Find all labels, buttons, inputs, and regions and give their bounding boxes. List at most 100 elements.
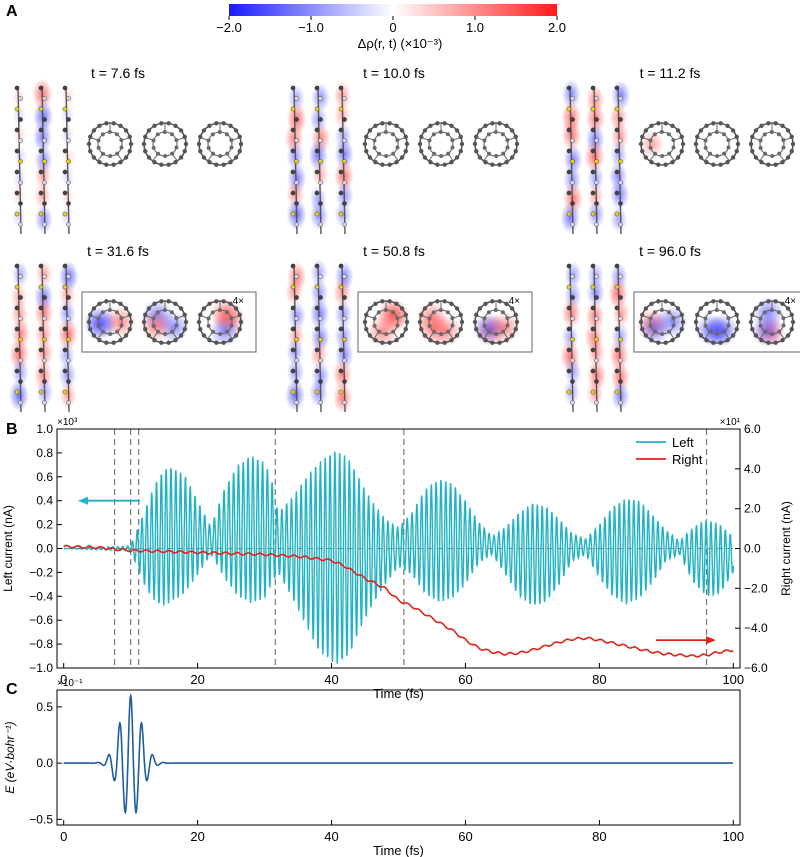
carbon-atom [780, 301, 785, 307]
wire-atom [594, 222, 599, 227]
wire-atom [614, 305, 620, 311]
carbon-atom [141, 141, 147, 147]
wire-atom [66, 222, 71, 227]
wire-atom [290, 190, 296, 196]
carbon-atom [151, 323, 156, 328]
carbon-atom [725, 159, 730, 165]
carbon-atom [750, 312, 755, 318]
wire-atom [566, 326, 572, 332]
carbon-atom [718, 340, 723, 345]
carbon-atom [704, 337, 709, 343]
wire-atom [318, 337, 323, 342]
carbon-atom [88, 148, 93, 154]
carbon-atom [643, 333, 649, 338]
snapshot-time-label: t = 7.6 fs [91, 65, 145, 81]
carbon-atom [88, 312, 93, 318]
density-blob [34, 204, 53, 234]
carbon-atom [237, 148, 242, 154]
wire-atom [290, 85, 296, 91]
x-tick-label: 40 [324, 672, 338, 687]
carbon-atom [422, 128, 428, 133]
carbon-atom [659, 130, 664, 135]
carbon-atom [497, 340, 502, 345]
carbon-atom [395, 316, 400, 321]
carbon-atom [156, 151, 161, 156]
carbon-atom [459, 319, 465, 325]
colorbar-tick-label: −2.0 [216, 20, 242, 35]
carbon-atom [152, 301, 157, 307]
carbon-atom [482, 323, 487, 328]
wire-atom [314, 305, 320, 311]
wire-atom [290, 347, 296, 353]
carbon-atom [210, 132, 215, 137]
carbon-atom [152, 337, 157, 343]
molecular-wire [560, 261, 582, 413]
wire-atom [18, 159, 23, 164]
wire-atom [570, 222, 575, 227]
wire-atom [314, 326, 320, 332]
carbon-atom [698, 155, 704, 160]
carbon-atom [173, 159, 178, 165]
carbon-atom [670, 337, 675, 343]
wire-atom [294, 316, 299, 321]
plot-frame [56, 689, 741, 826]
carbon-atom [486, 132, 491, 137]
carbon-atom [704, 159, 709, 165]
carbon-atom [151, 138, 156, 143]
wire-atom [618, 295, 623, 300]
carbon-atom [718, 162, 723, 167]
carbon-atom [711, 340, 716, 345]
carbon-atom [649, 301, 654, 307]
carbon-atom [789, 148, 794, 154]
carbon-atom [653, 151, 658, 156]
wire-atom [318, 295, 323, 300]
wire-atom [614, 347, 620, 353]
wire-atom [614, 106, 620, 112]
wire-atom [294, 274, 299, 279]
carbon-atom [725, 123, 730, 129]
carbon-atom [373, 301, 378, 307]
carbon-atom [159, 340, 164, 345]
carbon-atom [781, 145, 786, 150]
wire-atom [294, 295, 299, 300]
wire-atom [590, 169, 596, 175]
wire-atom [314, 368, 320, 374]
carbon-atom [785, 128, 791, 133]
carbon-atom [442, 299, 447, 304]
wire-atom [62, 169, 68, 175]
fullerene-molecule [141, 121, 189, 167]
wire-atom [342, 316, 347, 321]
carbon-atom [238, 319, 244, 325]
y-tick-label-left: 0.2 [36, 518, 53, 532]
carbon-atom [100, 310, 105, 315]
carbon-atom [714, 308, 719, 313]
wire-atom [62, 106, 68, 112]
carbon-atom [486, 310, 491, 315]
carbon-atom [211, 151, 216, 156]
carbon-atom [777, 329, 782, 334]
carbon-atom [711, 299, 716, 304]
fullerene-molecule [196, 297, 246, 347]
wire-atom [570, 295, 575, 300]
carbon-atom [640, 134, 645, 140]
carbon-atom [403, 148, 408, 154]
carbon-atom [174, 138, 179, 143]
carbon-atom [96, 316, 101, 321]
carbon-atom [115, 329, 120, 334]
carbon-atom [675, 155, 681, 160]
fullerene-molecule [362, 298, 411, 348]
wire-atom [618, 400, 623, 405]
wire-atom [14, 211, 20, 217]
wire-atom [14, 106, 20, 112]
carbon-atom [108, 153, 113, 158]
wire-atom [14, 368, 20, 374]
wire-atom [594, 180, 599, 185]
carbon-atom [766, 162, 771, 167]
carbon-atom [652, 310, 657, 315]
carbon-atom [123, 306, 129, 311]
carbon-atom [671, 145, 676, 150]
x-tick-label: 20 [190, 829, 204, 844]
carbon-atom [693, 141, 699, 147]
molecular-wire [608, 262, 630, 413]
carbon-atom [703, 145, 708, 150]
